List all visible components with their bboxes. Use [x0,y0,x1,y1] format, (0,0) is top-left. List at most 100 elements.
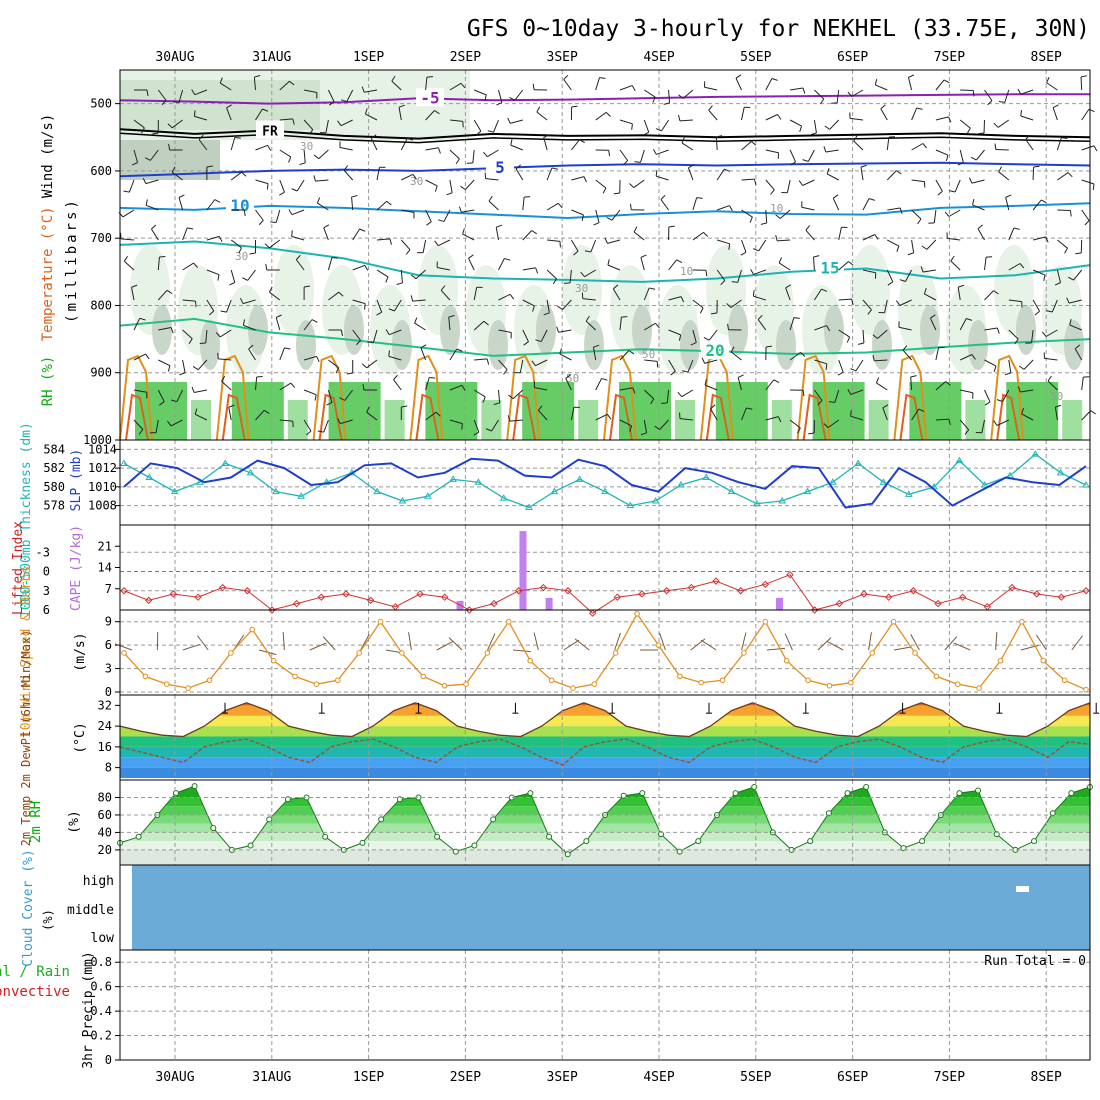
wind-barb [1054,407,1058,421]
wind-barb-flag [701,357,706,364]
wind-barb [853,140,864,151]
wind-barb-flag [850,368,857,372]
wind-barb-flag [677,391,683,398]
lifted-index-marker [243,587,252,595]
wind-barb [611,209,621,221]
lifted-index-marker [884,593,893,601]
wind-barb [376,238,390,241]
wind-10m-barb [910,634,920,651]
wind-barb [1023,359,1034,370]
wind-barb [253,77,256,91]
wind-barb [462,233,475,241]
wind-barb [571,176,585,181]
wind-barb [570,407,575,421]
wind-barb [862,299,872,311]
wind-barb-flag [996,399,1003,402]
wind-10m-marker [997,657,1004,664]
wind-barb [911,408,920,421]
rh-marker [956,790,963,797]
wind-barb [668,296,682,301]
wind-barb-flag [1014,338,1019,345]
wind-barb-flag [612,284,619,290]
temp-tick-label: 24 [98,719,112,733]
thickness-marker [373,487,382,495]
rh-contour-label: 10 [770,202,783,215]
wind-barb-flag [504,257,511,261]
wind-barb [536,111,548,121]
temperature-label: Temperature (°C) [40,206,56,341]
wind-barb-flag [775,214,781,219]
wind-barb [595,209,600,223]
wind-barb-flag [396,282,403,285]
wind-barb [1057,172,1069,181]
wind-tick-label: 3 [105,662,112,676]
wind-barb [643,287,650,301]
wind-barb-flag [311,319,318,323]
wind-barb-flag [496,224,503,228]
wind-barb [437,267,450,271]
wind-barb-flag [535,339,542,343]
wind-barb-flag [593,344,600,348]
wind-barb-flag [688,164,694,169]
thickness-tick-label: 582 [43,461,65,475]
wind-barb-flag [872,354,875,362]
rh-shade [344,305,364,355]
rh-shade [584,320,604,370]
precip-panel: 0 0.2 0.4 0.6 0.8 [90,949,1091,1067]
wind-barb [230,269,236,283]
wind-10m-barb [533,632,539,651]
wind-barb-flag [710,404,716,410]
temp-band [120,757,1090,768]
wind-barb-flag [726,303,732,308]
wind-barb [922,269,936,273]
rh-moist-band [578,400,599,440]
wind-barb-flag [159,256,166,258]
wind-barb [414,322,426,331]
li-tick-label: 3 [43,584,50,598]
wind-barb-flag [1013,227,1020,230]
wind-barb [789,419,801,429]
wind-barb [668,359,676,372]
wind-barb [473,320,485,331]
wind-barb-flag [462,228,465,235]
rh-shade [120,80,320,130]
wind-10m-marker [313,681,320,687]
wind-barb-flag [604,237,608,244]
wind-barb-flag [874,78,878,86]
wind-barb-flag [978,132,985,135]
thickness-marker [297,492,306,499]
wind-10m-marker [1019,618,1025,625]
wind-barb [243,324,256,331]
isotherm-30-line [415,393,440,441]
wind-barb-flag [1075,252,1082,255]
wind-barb [886,269,894,282]
wind-barb [352,264,366,271]
wind-barb-flag [749,216,753,223]
wind-10m-marker [463,681,469,687]
wind-barb-flag [262,108,269,112]
wind-barb [814,89,825,100]
wind-barb-flag [802,159,809,162]
rh-shade [920,305,940,355]
wind-barb-flag [793,317,800,319]
wind-barb [716,269,726,281]
thickness-marker [423,492,432,499]
wind-barb [226,299,232,313]
wind-barb [182,329,193,340]
wind-barb-flag [1046,77,1050,83]
top-date-label: 6SEP [837,50,868,65]
wind-barb-flag [998,166,1003,173]
wind-barb [1008,227,1015,241]
wind-barb [619,350,630,361]
wind-barb-flag [385,276,389,283]
wind-barb-flag [159,401,165,406]
wind-barb [495,227,499,241]
wind-barb-flag [972,198,975,206]
wind-barb-flag [573,250,579,256]
wind-barb [959,354,973,361]
wind-barb-flag [987,100,993,106]
isotherm-label: FR [262,125,278,140]
thickness-marker [1031,450,1040,457]
wind-barb [911,209,922,220]
wind-barb [661,119,670,132]
